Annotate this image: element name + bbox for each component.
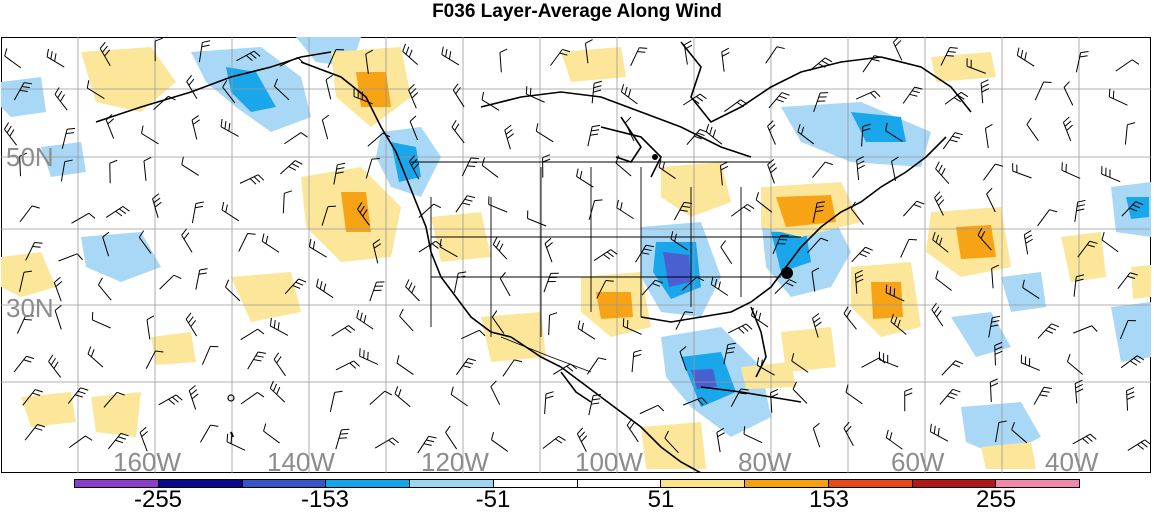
legend-label-255: 255 xyxy=(976,486,1016,514)
anomaly-area xyxy=(596,292,633,319)
lon-label-120w: 120W xyxy=(421,447,489,473)
legend-label-minus-153: -153 xyxy=(301,486,349,514)
lat-label-30n: 30N xyxy=(6,293,54,323)
lon-label-60w: 60W xyxy=(891,447,945,473)
lat-label-50n: 50N xyxy=(6,142,54,172)
anomaly-area xyxy=(871,282,903,319)
lon-label-40w: 40W xyxy=(1045,447,1099,473)
anomaly-area xyxy=(561,47,626,82)
color-legend-bar xyxy=(74,479,1080,488)
legend-label-minus-255: -255 xyxy=(134,486,182,514)
legend-label-51: 51 xyxy=(648,486,675,514)
anomaly-area xyxy=(641,422,706,469)
lon-label-100w: 100W xyxy=(575,447,643,473)
station-marker xyxy=(781,267,793,279)
lon-label-140w: 140W xyxy=(267,447,335,473)
anomaly-area xyxy=(341,192,371,232)
map-canvas: 50N 30N 160W 140W 120W 100W 80W 60W 40W xyxy=(1,37,1151,473)
lon-label-160w: 160W xyxy=(113,447,181,473)
map-panel: 50N 30N 160W 140W 120W 100W 80W 60W 40W xyxy=(1,37,1151,473)
anomaly-area xyxy=(931,52,996,82)
map-title: F036 Layer-Average Along Wind xyxy=(0,0,1154,24)
anomaly-area xyxy=(91,392,141,437)
legend-label-minus-51: -51 xyxy=(476,486,511,514)
station-marker xyxy=(652,154,658,160)
anomaly-area xyxy=(956,225,996,259)
lon-label-80w: 80W xyxy=(738,447,792,473)
legend-label-153: 153 xyxy=(809,486,849,514)
anomaly-area xyxy=(151,332,196,365)
anomaly-area xyxy=(1131,265,1151,299)
